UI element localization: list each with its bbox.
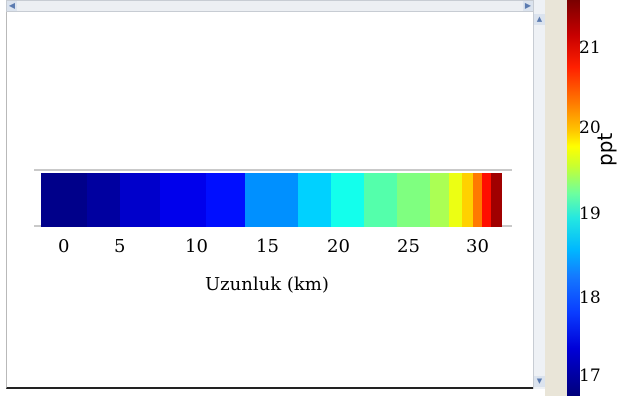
strip-segment — [396, 173, 431, 227]
scroll-right-icon[interactable]: ▶ — [523, 1, 533, 11]
colorbar-label: ppt — [593, 132, 617, 166]
strip-segment — [297, 173, 332, 227]
colorbar-gutter — [545, 0, 567, 396]
strip-segment — [462, 173, 474, 227]
scroll-down-icon[interactable]: ▼ — [534, 376, 545, 387]
strip-segment — [482, 173, 492, 227]
horizontal-scrollbar[interactable]: ◀ ▶ — [6, 0, 534, 12]
salinity-strip — [41, 173, 503, 227]
x-tick-label: 10 — [185, 236, 208, 257]
colorbar-tick-label: 17 — [579, 366, 601, 386]
x-tick-label: 15 — [256, 236, 279, 257]
plot-panel — [6, 0, 542, 389]
x-axis-label: Uzunluk (km) — [205, 274, 329, 295]
strip-segment — [491, 173, 503, 227]
strip-segment — [449, 173, 463, 227]
strip-segment — [159, 173, 207, 227]
colorbar-tick-label: 18 — [579, 288, 601, 308]
strip-segment — [363, 173, 398, 227]
x-tick-label: 0 — [58, 236, 70, 257]
scroll-up-icon[interactable]: ▲ — [534, 14, 545, 25]
x-tick-label: 5 — [114, 236, 126, 257]
strip-segment — [245, 173, 299, 227]
x-tick-label: 20 — [327, 236, 350, 257]
colorbar-tick-label: 19 — [579, 204, 601, 224]
strip-top-border — [34, 169, 512, 171]
strip-segment — [87, 173, 121, 227]
colorbar — [567, 0, 580, 396]
x-tick-label: 30 — [466, 236, 489, 257]
strip-segment — [330, 173, 365, 227]
strip-segment — [120, 173, 161, 227]
vertical-scrollbar[interactable]: ▲ ▼ — [533, 0, 545, 389]
strip-segment — [429, 173, 450, 227]
strip-segment — [473, 173, 483, 227]
x-tick-label: 25 — [397, 236, 420, 257]
colorbar-tick-label: 20 — [579, 118, 601, 138]
colorbar-tick-label: 21 — [579, 38, 601, 58]
strip-segment — [205, 173, 246, 227]
scroll-left-icon[interactable]: ◀ — [7, 1, 17, 11]
strip-segment — [41, 173, 88, 227]
